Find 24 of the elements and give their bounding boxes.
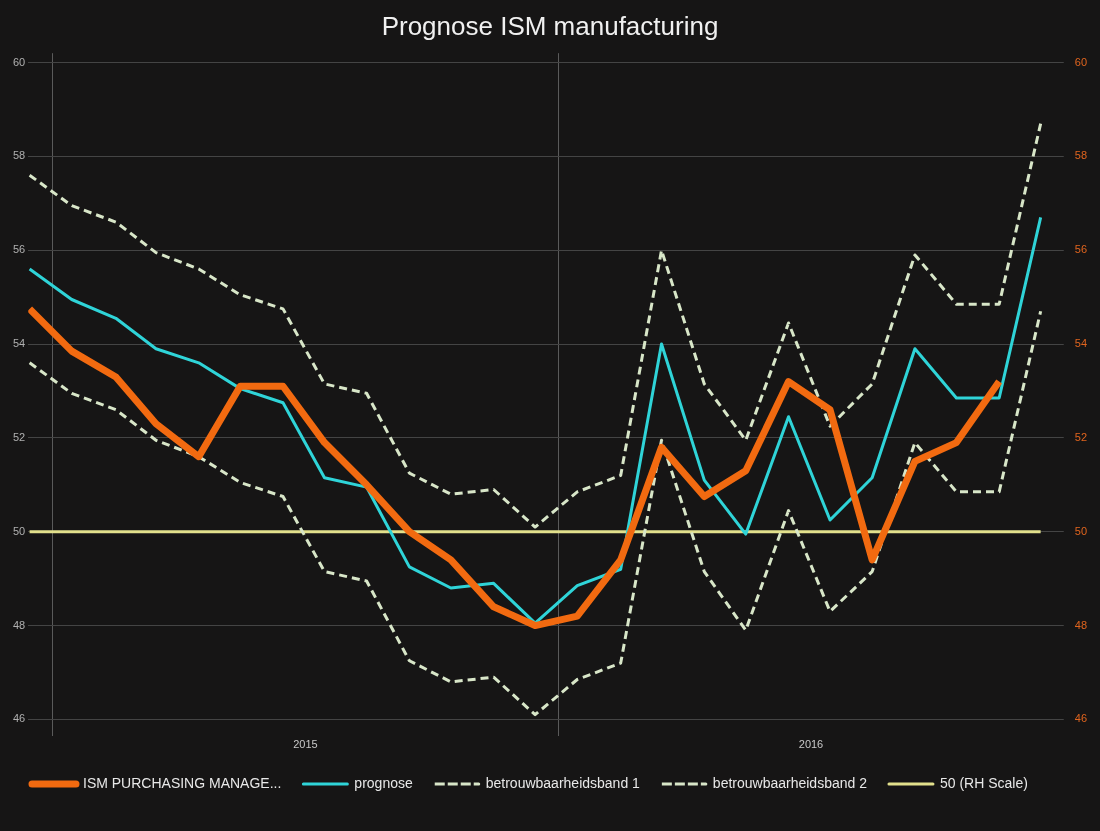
y2-tick-label: 60 bbox=[1074, 55, 1088, 68]
y2-tick-label: 50 bbox=[1074, 524, 1088, 537]
chart-title: Prognose ISM manufacturing bbox=[381, 10, 719, 41]
y2-tick-label: 52 bbox=[1074, 430, 1088, 443]
legend-label: ISM PURCHASING MANAGE... bbox=[83, 774, 282, 791]
y-tick-label: 54 bbox=[12, 337, 26, 350]
y2-tick-label: 54 bbox=[1074, 337, 1088, 350]
legend-label: betrouwbaarheidsband 1 bbox=[485, 774, 641, 791]
y2-tick-label: 46 bbox=[1074, 712, 1088, 725]
y-tick-label: 60 bbox=[12, 55, 26, 68]
y-tick-label: 46 bbox=[12, 712, 26, 725]
y-tick-label: 58 bbox=[12, 149, 26, 162]
legend-label: 50 (RH Scale) bbox=[939, 774, 1028, 791]
y-tick-label: 56 bbox=[12, 243, 26, 256]
y2-tick-label: 48 bbox=[1074, 618, 1088, 631]
y-tick-label: 50 bbox=[12, 524, 26, 537]
x-tick-label: 2015 bbox=[293, 738, 318, 751]
y2-tick-label: 56 bbox=[1074, 243, 1088, 256]
y-tick-label: 48 bbox=[12, 618, 26, 631]
legend-label: prognose bbox=[354, 774, 413, 791]
x-tick-label: 2016 bbox=[798, 738, 824, 751]
legend-label: betrouwbaarheidsband 2 bbox=[712, 774, 868, 791]
y2-tick-label: 58 bbox=[1074, 149, 1088, 162]
y-tick-label: 52 bbox=[12, 430, 26, 443]
